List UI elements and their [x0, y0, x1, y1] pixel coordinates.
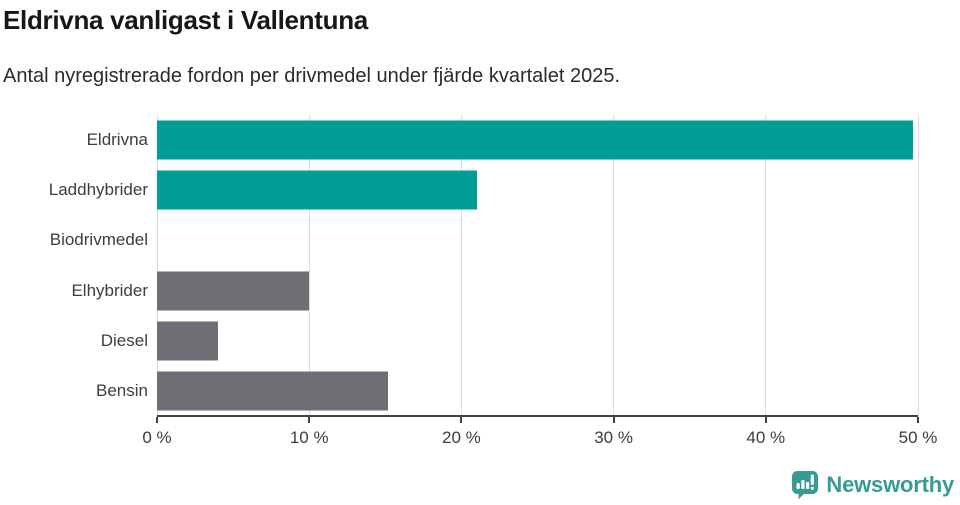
newsworthy-logo-icon	[792, 471, 819, 500]
bar-row-diesel	[157, 316, 918, 366]
newsworthy-branding: Newsworthy	[791, 470, 954, 500]
tick-label-10: 10 %	[289, 428, 329, 447]
bar-laddhybrider	[157, 170, 477, 210]
gridline-20	[460, 115, 462, 415]
gridline-10	[308, 115, 310, 415]
gridline-40	[765, 115, 767, 415]
tick-40	[764, 417, 767, 423]
category-labels: Eldrivna Laddhybrider Biodrivmedel Elhybrid…	[0, 115, 148, 416]
category-label-biodrivmedel: Biodrivmedel	[49, 230, 148, 250]
gridline-0	[156, 115, 158, 415]
category-label-laddhybrider: Laddhybrider	[48, 180, 148, 200]
category-label-eldrivna: Eldrivna	[86, 130, 148, 150]
tick-label-40: 40 %	[746, 428, 786, 447]
bar-elhybrider	[157, 271, 310, 311]
gridline-30	[613, 115, 615, 415]
tick-label-0: 0 %	[142, 428, 172, 447]
tick-0	[156, 417, 158, 423]
x-axis-line	[157, 415, 918, 417]
bar-diesel	[157, 321, 218, 361]
plot-area: 0 % 10 % 20 % 30 % 40 % 50 %	[142, 115, 937, 447]
gridline-50	[917, 115, 919, 415]
chart-title: Eldrivna vanligast i Vallentuna	[3, 5, 368, 35]
bar-row-laddhybrider	[157, 165, 918, 215]
tick-label-30: 30 %	[594, 428, 633, 447]
bar-bensin	[157, 371, 389, 411]
chart-subtitle: Antal nyregistrerade fordon per drivmede…	[3, 65, 621, 87]
category-label-bensin: Bensin	[96, 380, 148, 400]
tick-30	[612, 417, 615, 423]
bar-rows	[157, 115, 918, 416]
bar-eldrivna	[157, 120, 914, 160]
tick-50	[917, 417, 919, 423]
bar-row-biodrivmedel	[157, 215, 918, 265]
tick-20	[460, 417, 463, 423]
newsworthy-brand-name: Newsworthy	[826, 472, 954, 497]
category-label-elhybrider: Elhybrider	[71, 280, 148, 300]
category-label-diesel: Diesel	[100, 330, 148, 350]
tick-10	[308, 417, 311, 423]
bar-row-elhybrider	[157, 266, 918, 316]
bar-row-eldrivna	[157, 115, 918, 165]
bar-chart: Eldrivna Laddhybrider Biodrivmedel Elhybrid…	[0, 115, 937, 460]
tick-label-50: 50 %	[898, 428, 938, 447]
tick-label-20: 20 %	[442, 428, 481, 447]
bar-row-bensin	[157, 366, 918, 416]
